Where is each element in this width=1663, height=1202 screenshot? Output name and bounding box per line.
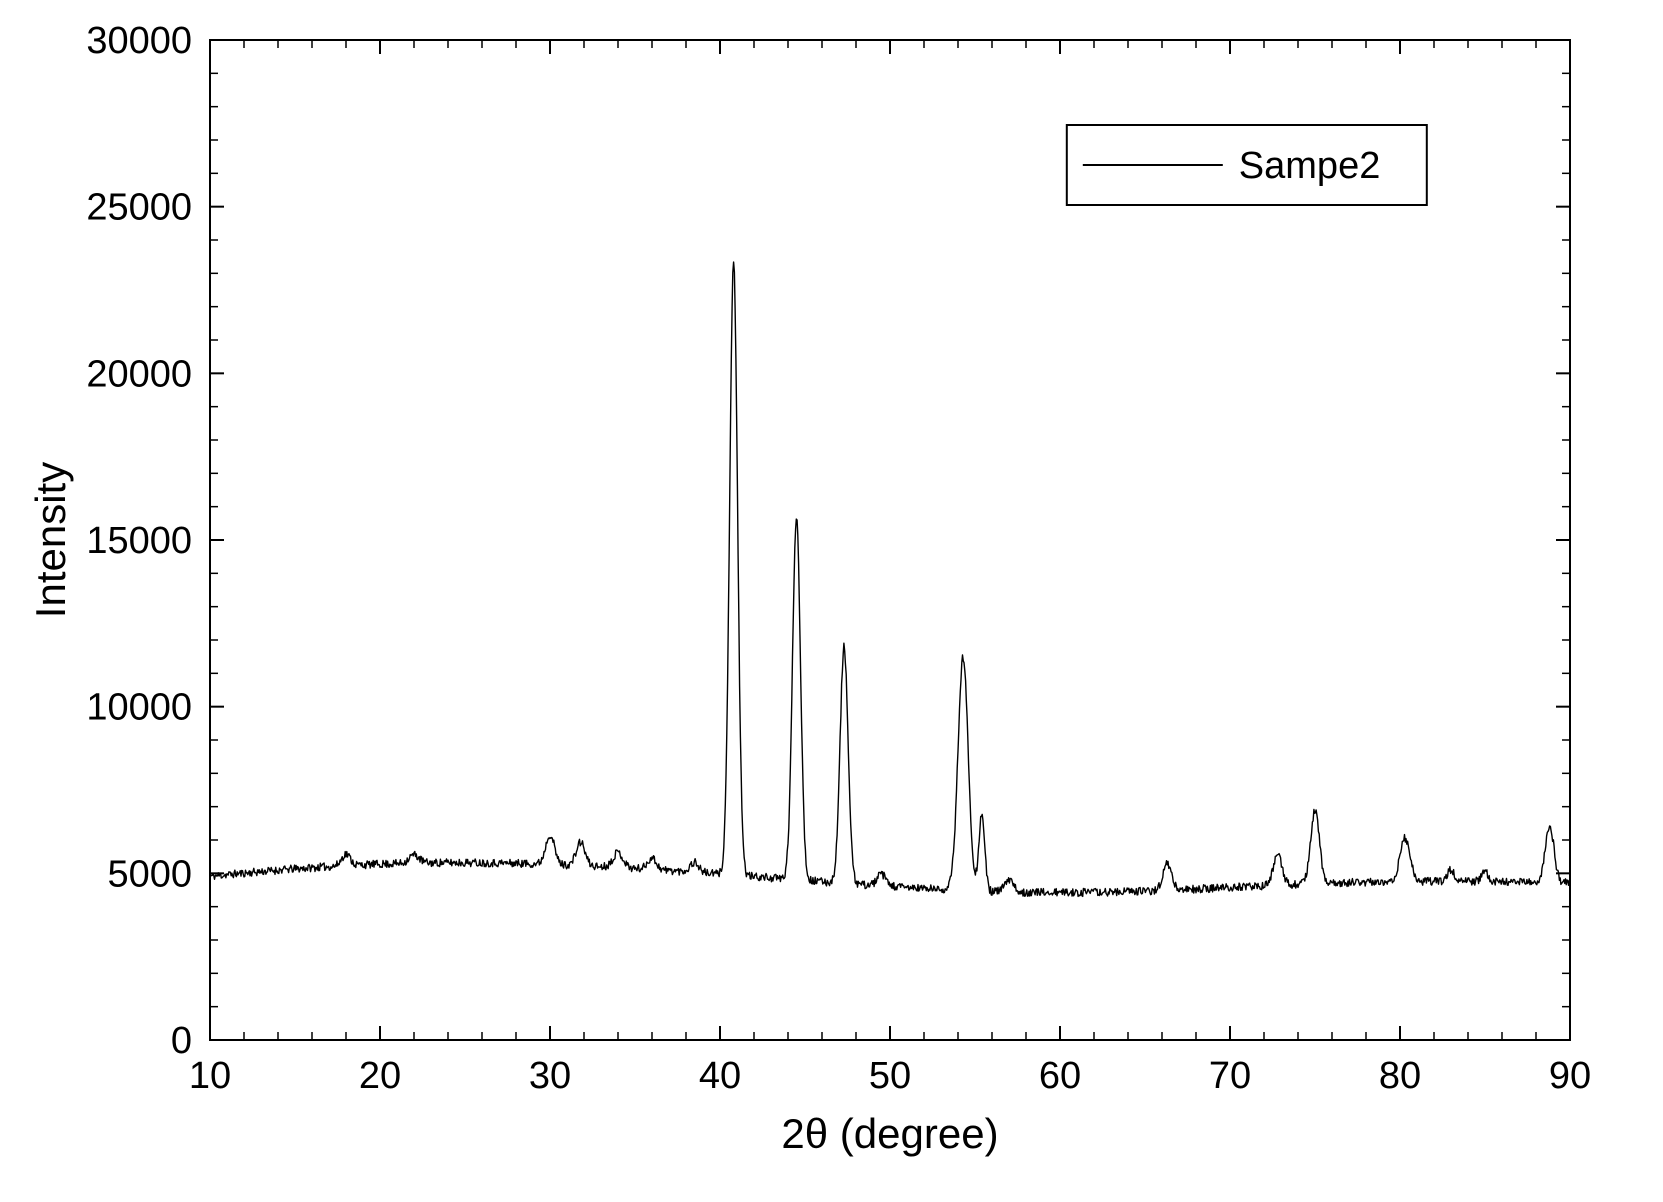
xrd-line-chart: 10 20 30 40 50 60 70 80 90 0 5000 10000 15000 20000 25… [0, 0, 1663, 1202]
svg-text:Sampe2: Sampe2 [1239, 145, 1381, 187]
svg-text:10000: 10000 [86, 687, 192, 729]
svg-text:80: 80 [1379, 1055, 1421, 1097]
svg-text:20: 20 [359, 1055, 401, 1097]
svg-text:30000: 30000 [86, 20, 192, 62]
svg-text:25000: 25000 [86, 187, 192, 229]
svg-text:70: 70 [1209, 1055, 1251, 1097]
svg-text:60: 60 [1039, 1055, 1081, 1097]
chart-container: 10 20 30 40 50 60 70 80 90 0 5000 10000 15000 20000 25… [0, 0, 1663, 1202]
svg-text:15000: 15000 [86, 520, 192, 562]
svg-text:50: 50 [869, 1055, 911, 1097]
svg-text:90: 90 [1549, 1055, 1591, 1097]
svg-text:40: 40 [699, 1055, 741, 1097]
svg-text:0: 0 [171, 1020, 192, 1062]
svg-text:Intensity: Intensity [27, 462, 74, 618]
svg-text:5000: 5000 [107, 853, 192, 895]
svg-text:20000: 20000 [86, 353, 192, 395]
svg-text:30: 30 [529, 1055, 571, 1097]
svg-text:10: 10 [189, 1055, 231, 1097]
svg-text:2θ (degree): 2θ (degree) [781, 1110, 998, 1157]
